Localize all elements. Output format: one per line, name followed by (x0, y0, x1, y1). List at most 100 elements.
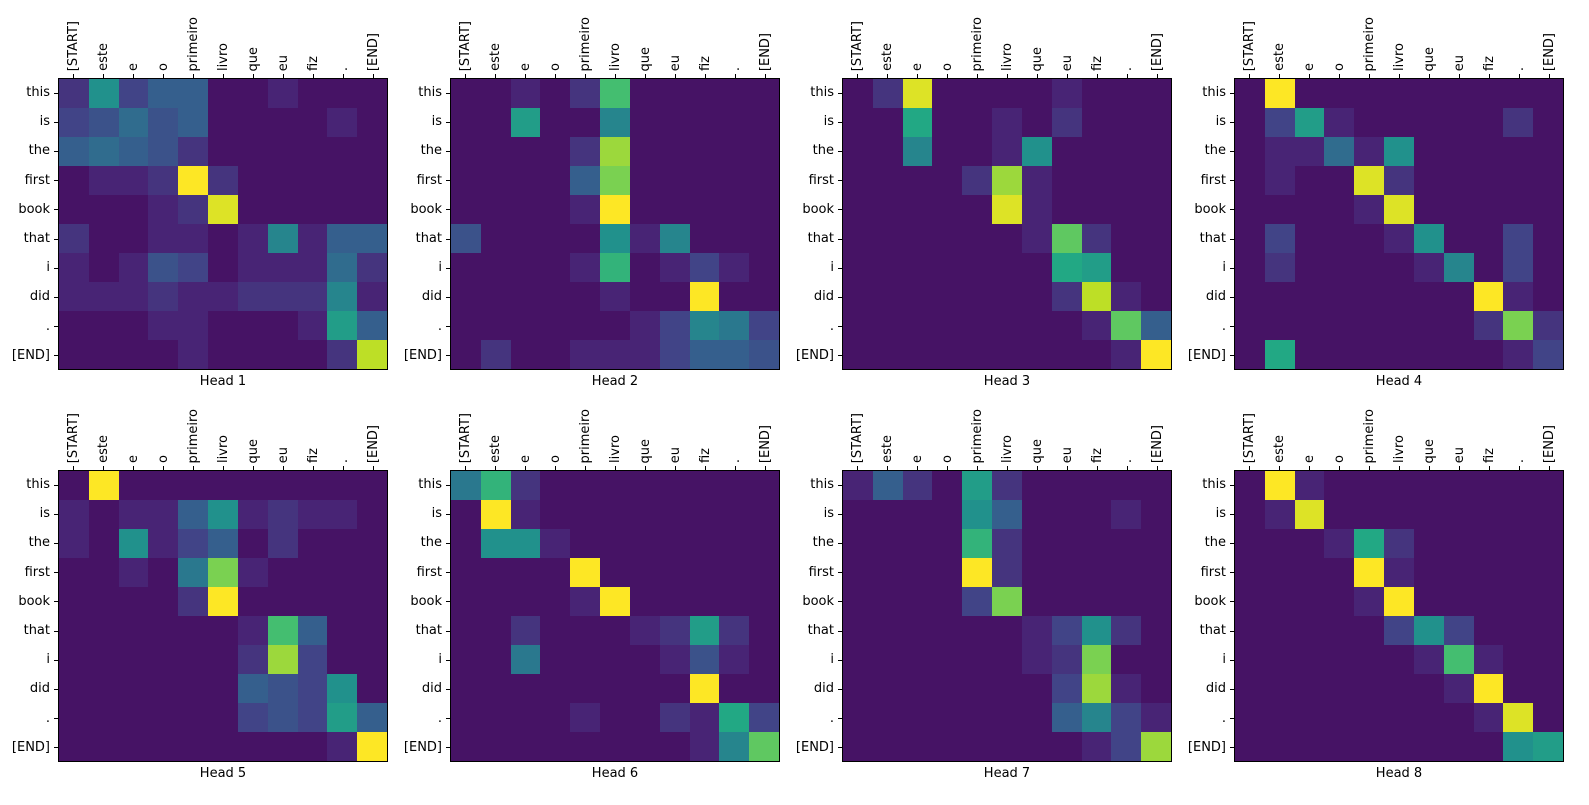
y-tick: . (398, 704, 450, 733)
heatmap-cell (1235, 253, 1265, 282)
x-tick-label: e (517, 455, 533, 463)
heatmap-cell (962, 137, 993, 166)
y-axis: this is the first book that i did. [END] (1182, 470, 1234, 762)
heatmap-cell (1021, 674, 1052, 703)
corner-spacer (398, 8, 450, 78)
heatmap-cell (872, 340, 903, 369)
heatmap-cell (451, 500, 481, 529)
heatmap-cell (872, 616, 903, 645)
heatmap-cell (297, 340, 328, 369)
heatmap-cell (59, 558, 89, 587)
heatmap-cell (297, 674, 328, 703)
y-tick: the (790, 136, 842, 165)
heatmap-cell (297, 108, 328, 137)
y-tick-label: that (1199, 623, 1226, 639)
heatmap-cell (327, 108, 358, 137)
heatmap-cell (148, 79, 179, 108)
heatmap-cell (1384, 282, 1414, 311)
heatmap-cell (59, 79, 89, 108)
heatmap-cell (570, 79, 601, 108)
x-tick: fiz (690, 400, 720, 470)
y-tick: did (6, 282, 58, 311)
heatmap-cell (719, 224, 750, 253)
x-tick: [END] (750, 8, 780, 78)
tick-mark (446, 542, 450, 544)
heatmap-cell (600, 108, 630, 137)
heatmap-cell (510, 137, 541, 166)
y-tick: that (6, 616, 58, 645)
heatmap-cell (1533, 195, 1563, 224)
heatmap-cell (629, 471, 660, 500)
heatmap-cell (1235, 732, 1265, 761)
heatmap-cell (1384, 224, 1414, 253)
x-tick-label: [END] (757, 424, 773, 463)
heatmap-cell (118, 471, 149, 500)
heatmap-cell (297, 311, 328, 340)
heatmap-cell (1021, 703, 1052, 732)
heatmap-cell (480, 253, 511, 282)
heatmap-cell (749, 732, 779, 761)
heatmap-cell (902, 311, 933, 340)
tick-mark (1067, 466, 1068, 470)
tick-mark (446, 267, 450, 269)
heatmap-cell (1324, 108, 1355, 137)
heatmap-cell (59, 529, 89, 558)
heatmap-cell (843, 137, 873, 166)
heatmap-cell (540, 195, 571, 224)
heatmap-cell (88, 674, 119, 703)
corner-spacer (790, 8, 842, 78)
heatmap-cell (1324, 224, 1355, 253)
heatmap-cell (178, 224, 209, 253)
heatmap-cell (1473, 732, 1504, 761)
tick-mark (1230, 484, 1234, 486)
x-tick-label: eu (1451, 54, 1467, 71)
heatmap-cell (1354, 79, 1385, 108)
heatmap-cell (510, 79, 541, 108)
y-tick-label: this (810, 477, 834, 493)
heatmap-cell (178, 500, 209, 529)
heatmap-cell (902, 79, 933, 108)
x-tick: que (1022, 8, 1052, 78)
heatmap-cell (1533, 340, 1563, 369)
heatmap-cell (1294, 703, 1325, 732)
heatmap-cell (843, 558, 873, 587)
heatmap-cell (148, 224, 179, 253)
y-tick-label: that (23, 623, 50, 639)
y-tick-label: book (802, 201, 834, 217)
heatmap-cell (327, 674, 358, 703)
x-tick: . (328, 8, 358, 78)
y-tick: did (6, 674, 58, 703)
tick-mark (495, 466, 496, 470)
heatmap-cell (689, 282, 720, 311)
x-tick: que (630, 400, 660, 470)
x-tick-label: este (487, 43, 503, 71)
y-tick-label: the (1204, 143, 1226, 159)
heatmap-cell (148, 137, 179, 166)
heatmap-cell (932, 311, 963, 340)
heatmap-cell (510, 616, 541, 645)
heatmap-cell (1443, 108, 1474, 137)
y-tick-label: [END] (1187, 739, 1226, 755)
heatmap-cell (1294, 282, 1325, 311)
heatmap-cell (689, 195, 720, 224)
heatmap-cell (480, 587, 511, 616)
heatmap-cell (1384, 616, 1414, 645)
heatmap-cell (1081, 79, 1112, 108)
tick-mark (1399, 466, 1400, 470)
x-tick-label: [START] (457, 412, 473, 463)
heatmap-cell (1324, 253, 1355, 282)
heatmap-cell (872, 224, 903, 253)
heatmap-cell (992, 108, 1022, 137)
heatmap-cell (1413, 616, 1444, 645)
heatmap-cell (540, 282, 571, 311)
heatmap-cell (1021, 253, 1052, 282)
heatmap-cell (689, 108, 720, 137)
y-tick: that (398, 224, 450, 253)
y-tick-label: that (415, 231, 442, 247)
attention-heatmap (1234, 78, 1564, 370)
heatmap-cell (267, 137, 298, 166)
heatmap-cell (872, 282, 903, 311)
y-tick-label: did (813, 289, 834, 305)
y-tick: [END] (1182, 341, 1234, 370)
heatmap-cell (297, 732, 328, 761)
